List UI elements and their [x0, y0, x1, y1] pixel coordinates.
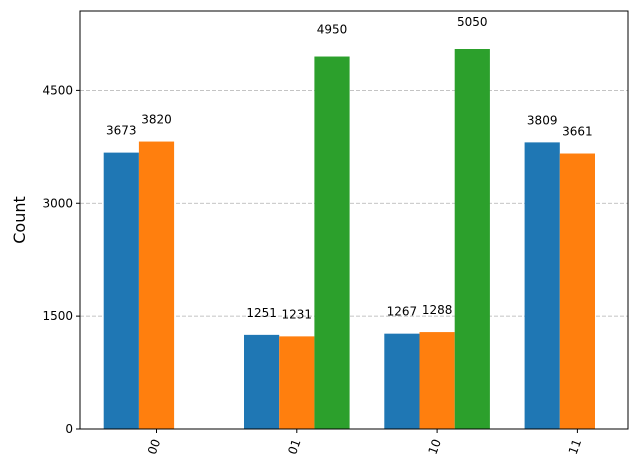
data-label: 1251 — [246, 306, 277, 320]
x-tick-label: 01 — [285, 437, 303, 456]
axes-frame — [79, 10, 629, 430]
data-label: 1267 — [387, 305, 418, 319]
y-axis-label: Count — [10, 196, 29, 244]
data-label: 3673 — [106, 124, 137, 138]
bar-series-2-11 — [559, 153, 595, 430]
bar-series-2-10 — [419, 332, 455, 429]
y-tick-label: 4500 — [42, 83, 73, 97]
bar-series-3-01 — [314, 56, 350, 430]
bar-series-1-00 — [103, 152, 139, 429]
y-tick-label: 3000 — [42, 196, 73, 210]
data-label: 5050 — [457, 15, 488, 29]
data-label: 3809 — [527, 113, 558, 127]
data-label: 3820 — [141, 113, 172, 127]
data-label: 1231 — [282, 307, 313, 321]
x-tick-label: 11 — [566, 437, 584, 456]
x-tick-label: 00 — [145, 437, 163, 456]
data-label: 1288 — [422, 303, 453, 317]
y-tick-label: 0 — [65, 422, 73, 436]
bar-series-2-00 — [138, 141, 175, 430]
bar-series-3-10 — [454, 49, 490, 429]
data-label: 4950 — [317, 23, 348, 37]
bar-series-1-01 — [244, 334, 280, 429]
bar-series-1-10 — [384, 333, 420, 429]
bar-series-1-11 — [524, 142, 560, 429]
x-tick-label: 10 — [426, 437, 444, 456]
bar-series-2-01 — [279, 336, 315, 429]
y-tick-label: 1500 — [42, 309, 73, 323]
data-label: 3661 — [562, 125, 593, 139]
